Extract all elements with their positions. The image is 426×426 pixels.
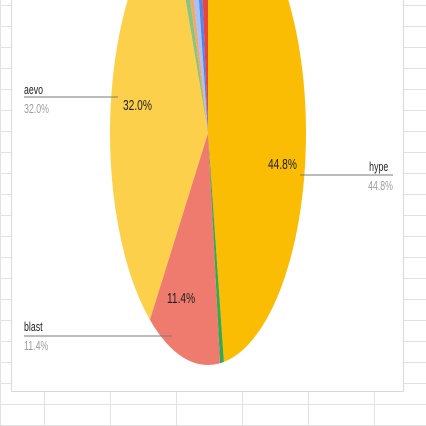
pie-slice-minor-8[interactable]	[199, 0, 208, 133]
legend-pct-aevo: 32.0%	[24, 102, 49, 116]
pie-slice-minor-6[interactable]	[184, 0, 208, 133]
pie-slice-aevo[interactable]	[110, 0, 208, 320]
legend-name-aevo: aevo	[24, 83, 43, 97]
pie-slices	[110, 0, 307, 365]
legend-pct-hype: 44.8%	[368, 179, 393, 193]
pie-slice-minor-5[interactable]	[178, 0, 208, 133]
slice-label-blast: 11.4%	[167, 289, 195, 307]
pie-slice-minor-7[interactable]	[192, 0, 208, 133]
pie-slice-blast[interactable]	[149, 133, 221, 365]
slice-label-hype: 44.8%	[268, 155, 297, 173]
legend-name-hype: hype	[369, 160, 388, 174]
legend-name-blast: blast	[24, 320, 43, 334]
pie-slice-minor-1[interactable]	[208, 133, 224, 364]
pie-slice-hype[interactable]	[208, 0, 307, 362]
slice-label-aevo: 32.0%	[123, 96, 152, 114]
legend-pct-blast: 11.4%	[24, 339, 48, 353]
leader-lines	[24, 96, 393, 337]
